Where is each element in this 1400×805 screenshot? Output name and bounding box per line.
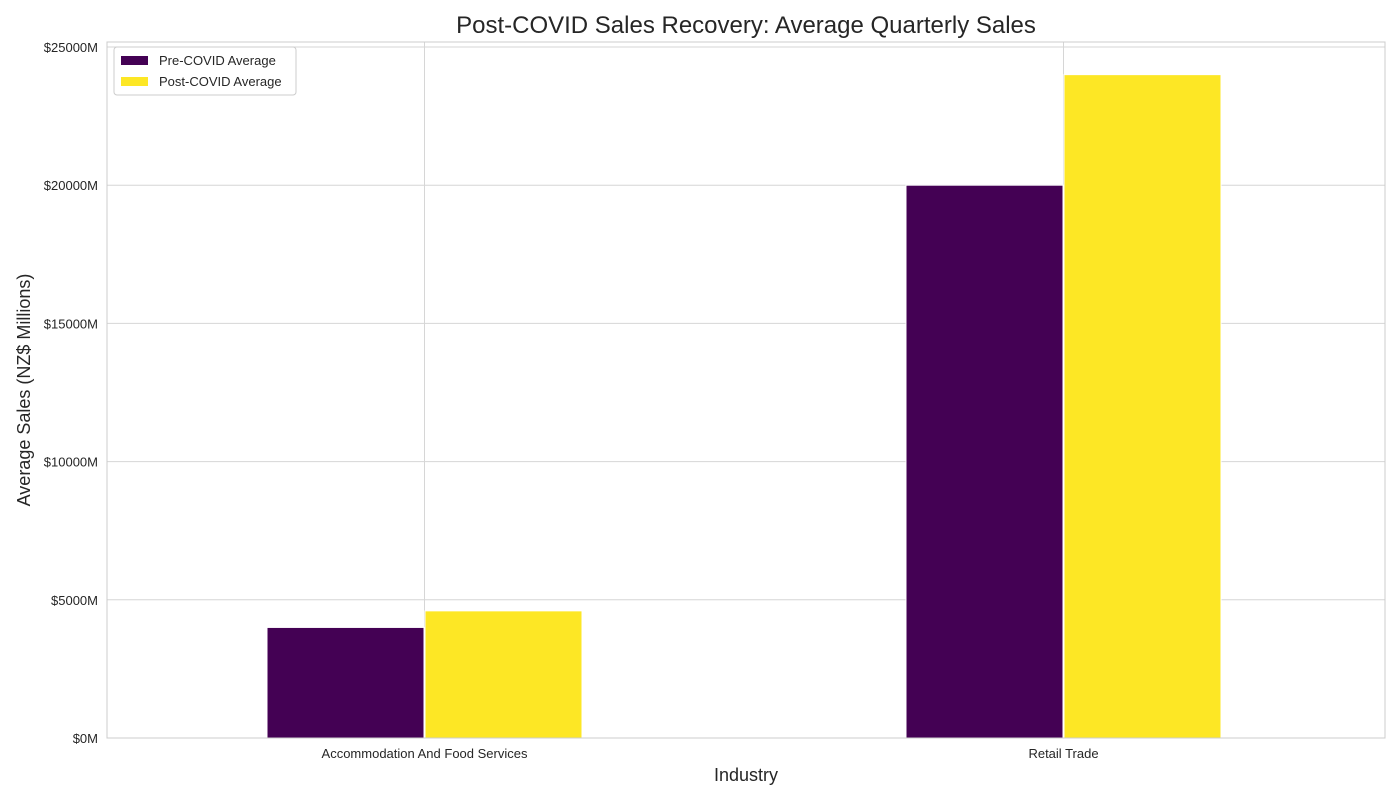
bars [266, 74, 1222, 739]
y-tick-label: $25000M [44, 40, 98, 55]
y-tick-label: $5000M [51, 593, 98, 608]
x-axis-title: Industry [714, 765, 778, 785]
legend-box [113, 46, 297, 96]
y-tick-label: $15000M [44, 316, 98, 331]
plot-frame [106, 41, 1386, 739]
x-tick-label: Accommodation And Food Services [322, 746, 528, 761]
bar-pre-covid [905, 184, 1064, 739]
legend-swatch-pre-covid [121, 56, 148, 65]
y-tick-label: $10000M [44, 455, 98, 470]
bar-post-covid [1063, 74, 1222, 739]
bar-pre-covid [266, 626, 425, 739]
x-tick-label: Retail Trade [1028, 746, 1098, 761]
legend-label-post-covid: Post-COVID Average [159, 74, 282, 89]
legend-label-pre-covid: Pre-COVID Average [159, 53, 276, 68]
y-tick-label: $20000M [44, 178, 98, 193]
legend-swatch-post-covid [121, 77, 148, 86]
chart-title: Post-COVID Sales Recovery: Average Quart… [456, 12, 1036, 39]
bar-post-covid [424, 610, 583, 739]
tick-labels: $0M $5000M $10000M $15000M $20000M $25000M Acc… [44, 40, 1099, 761]
legend: Pre-COVID Average Post-COVID Average [113, 46, 297, 96]
y-tick-label: $0M [73, 731, 98, 746]
y-axis-title: Average Sales (NZ$ Millions) [14, 274, 34, 507]
